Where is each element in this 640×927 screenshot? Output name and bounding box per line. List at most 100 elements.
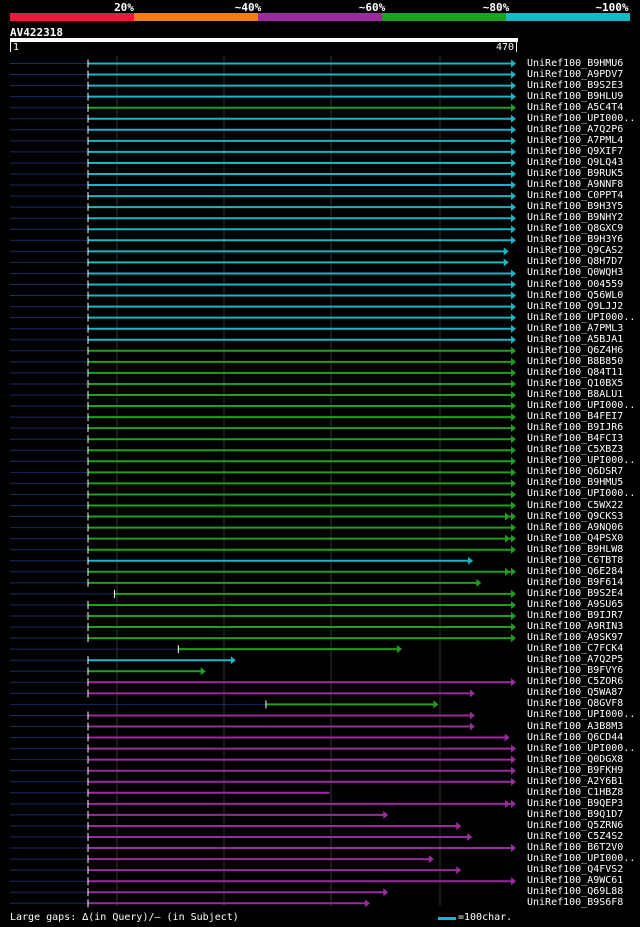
hit-arrow xyxy=(511,844,516,853)
hit-label[interactable]: UniRef100_B9IJR7 xyxy=(527,610,624,621)
hit-arrow xyxy=(511,634,516,643)
legend-label: 20% xyxy=(114,1,134,14)
hit-arrow xyxy=(511,391,516,399)
hit-label[interactable]: UniRef100_B9FKH9 xyxy=(527,764,624,776)
hit-label[interactable]: UniRef100_UPI000.. xyxy=(527,853,636,865)
hit-label[interactable]: UniRef100_A9SU65 xyxy=(527,598,624,610)
hit-label[interactable]: UniRef100_C1HBZ8 xyxy=(527,786,624,798)
hit-label[interactable]: UniRef100_B9HLW8 xyxy=(527,543,624,555)
hit-label[interactable]: UniRef100_Q10BX5 xyxy=(527,377,624,389)
hit-label[interactable]: UniRef100_B9HMU6 xyxy=(527,57,624,69)
hit-label[interactable]: UniRef100_B9S6F8 xyxy=(527,897,624,909)
hit-arrow xyxy=(511,59,516,68)
hit-label[interactable]: UniRef100_Q0WQH3 xyxy=(527,267,624,279)
hit-label[interactable]: UniRef100_B9Q1D7 xyxy=(527,808,624,820)
hit-label[interactable]: UniRef100_Q6E284 xyxy=(527,565,624,577)
hit-label[interactable]: UniRef100_A3B8M3 xyxy=(527,720,624,732)
hit-label[interactable]: UniRef100_B9H3Y5 xyxy=(527,201,624,213)
hit-label[interactable]: UniRef100_UPI000.. xyxy=(527,112,636,124)
hit-label[interactable]: UniRef100_B9S2E4 xyxy=(527,587,624,599)
hit-label[interactable]: UniRef100_A7PML3 xyxy=(527,322,624,334)
hit-label[interactable]: UniRef100_A5BJA1 xyxy=(527,333,624,345)
hit-label[interactable]: UniRef100_C5WX22 xyxy=(527,499,624,511)
hit-label[interactable]: UniRef100_B9RUK5 xyxy=(527,168,624,179)
hit-arrow xyxy=(511,799,516,808)
hit-label[interactable]: UniRef100_Q6CD44 xyxy=(527,731,624,743)
hit-label[interactable]: UniRef100_Q4FVS2 xyxy=(527,864,624,876)
hit-label[interactable]: UniRef100_C6TBT8 xyxy=(527,554,624,566)
legend-segment xyxy=(382,13,506,21)
hit-label[interactable]: UniRef100_UPI000.. xyxy=(527,400,636,412)
hit-label[interactable]: UniRef100_Q9CAS2 xyxy=(527,245,624,257)
hit-label[interactable]: UniRef100_B9HLU9 xyxy=(527,90,624,102)
hit-label[interactable]: UniRef100_Q8GVF8 xyxy=(527,698,624,710)
hit-label[interactable]: UniRef100_B9FVY6 xyxy=(527,665,624,677)
hit-label[interactable]: UniRef100_A7Q2P5 xyxy=(527,654,624,666)
hit-arrow xyxy=(511,468,516,477)
hit-label[interactable]: UniRef100_A9NQ06 xyxy=(527,521,624,533)
legend-label: ~80% xyxy=(482,1,510,14)
hit-label[interactable]: UniRef100_C5Z4S2 xyxy=(527,831,624,842)
hit-arrow xyxy=(511,269,516,278)
hit-arrow xyxy=(503,247,509,256)
hit-arrow xyxy=(511,324,516,333)
hit-arrow xyxy=(511,623,516,632)
hit-label[interactable]: UniRef100_B9HMU5 xyxy=(527,477,624,489)
hit-arrow xyxy=(511,501,516,510)
hit-label[interactable]: UniRef100_Q4PSX0 xyxy=(527,532,624,544)
hit-label[interactable]: UniRef100_Q5ZRN6 xyxy=(527,819,624,831)
hit-label[interactable]: UniRef100_A9WC61 xyxy=(527,875,624,887)
hit-label[interactable]: UniRef100_Q56WL0 xyxy=(527,289,624,301)
hit-label[interactable]: UniRef100_Q6Z4H6 xyxy=(527,344,624,356)
hit-label[interactable]: UniRef100_B9IJR6 xyxy=(527,422,624,434)
hit-arrow xyxy=(511,755,516,764)
hit-label[interactable]: UniRef100_Q9LQ43 xyxy=(527,156,624,168)
hit-label[interactable]: UniRef100_Q69L88 xyxy=(527,886,624,898)
hit-label[interactable]: UniRef100_C5ZOR6 xyxy=(527,676,624,688)
hit-arrow xyxy=(511,413,516,422)
hit-label[interactable]: UniRef100_A2Y6B1 xyxy=(527,775,624,787)
hit-label[interactable]: UniRef100_Q9XIF7 xyxy=(527,145,624,157)
hit-label[interactable]: UniRef100_A9SK97 xyxy=(527,632,624,644)
hit-label[interactable]: UniRef100_Q84T11 xyxy=(527,366,624,378)
hit-label[interactable]: UniRef100_Q5WA87 xyxy=(527,687,624,699)
hit-arrow xyxy=(511,181,516,190)
hit-label[interactable]: UniRef100_Q8H7D7 xyxy=(527,256,624,268)
hit-label[interactable]: UniRef100_C0PPT4 xyxy=(527,190,624,202)
hit-arrow xyxy=(383,810,389,819)
hit-label[interactable]: UniRef100_B9S2E3 xyxy=(527,79,624,91)
hit-label[interactable]: UniRef100_A9RIN3 xyxy=(527,621,624,633)
hit-label[interactable]: UniRef100_UPI000.. xyxy=(527,488,636,500)
query-id: AV422318 xyxy=(10,26,63,39)
hit-label[interactable]: UniRef100_UPI000.. xyxy=(527,455,636,467)
hit-label[interactable]: UniRef100_A7PML4 xyxy=(527,134,624,146)
hit-arrow xyxy=(469,689,475,698)
hit-label[interactable]: UniRef100_B9H3Y6 xyxy=(527,234,624,246)
hit-label[interactable]: UniRef100_B4FEI7 xyxy=(527,411,624,423)
hit-label[interactable]: UniRef100_A7Q2P6 xyxy=(527,123,624,135)
hit-label[interactable]: UniRef100_Q9LJJ2 xyxy=(527,300,624,312)
hit-label[interactable]: UniRef100_A9NNF8 xyxy=(527,179,624,191)
hit-label[interactable]: UniRef100_UPI000.. xyxy=(527,709,636,721)
hit-label[interactable]: UniRef100_C7FCK4 xyxy=(527,643,624,655)
hit-label[interactable]: UniRef100_Q9CKS3 xyxy=(527,510,624,522)
hit-arrow xyxy=(230,656,236,665)
hit-label[interactable]: UniRef100_B9NHY2 xyxy=(527,212,624,224)
hit-label[interactable]: UniRef100_B8ALU1 xyxy=(527,389,624,400)
hit-arrow xyxy=(511,346,516,355)
hit-label[interactable]: UniRef100_A9PDV7 xyxy=(527,68,624,80)
hit-label[interactable]: UniRef100_B4FCI3 xyxy=(527,433,624,445)
hit-label[interactable]: UniRef100_B9F614 xyxy=(527,576,624,588)
hit-label[interactable]: UniRef100_B9QEP3 xyxy=(527,797,624,809)
hit-label[interactable]: UniRef100_Q0DGX8 xyxy=(527,753,624,765)
hit-label[interactable]: UniRef100_O04559 xyxy=(527,278,624,290)
hit-label[interactable]: UniRef100_A5C4T4 xyxy=(527,101,624,113)
hit-label[interactable]: UniRef100_Q8GXC9 xyxy=(527,223,624,235)
hit-label[interactable]: UniRef100_B6T2V0 xyxy=(527,842,624,854)
hit-label[interactable]: UniRef100_C5XBZ3 xyxy=(527,444,624,456)
hit-label[interactable]: UniRef100_UPI000.. xyxy=(527,742,636,754)
hit-label[interactable]: UniRef100_UPI000.. xyxy=(527,311,636,323)
hit-label[interactable]: UniRef100_Q6DSR7 xyxy=(527,466,624,478)
hit-label[interactable]: UniRef100_B8B850 xyxy=(527,355,624,367)
